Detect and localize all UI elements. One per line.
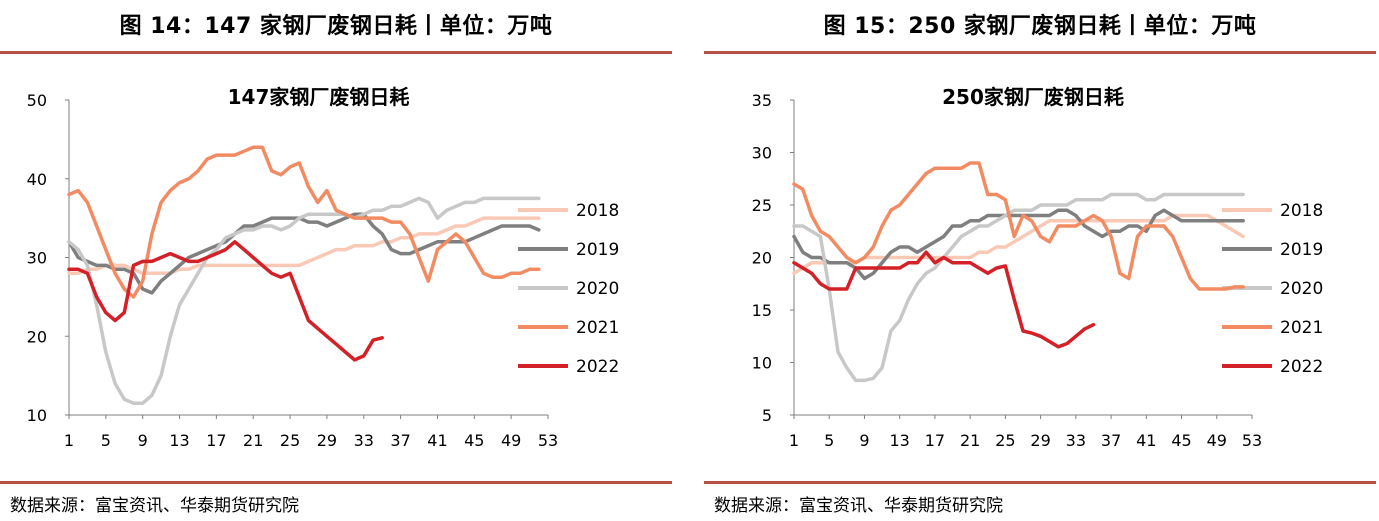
series-line-2022	[792, 250, 1096, 349]
x-tick-label: 25	[995, 431, 1015, 450]
x-tick-label: 41	[427, 431, 447, 450]
y-tick-label: 10	[752, 354, 772, 373]
top-rule	[704, 51, 1376, 54]
legend-label-2019: 2019	[576, 240, 619, 260]
x-tick-label: 9	[859, 431, 869, 450]
y-tick-label: 10	[27, 406, 47, 425]
y-tick-label: 40	[27, 170, 47, 189]
x-tick-label: 13	[890, 431, 910, 450]
series-line-2018	[67, 216, 541, 276]
y-tick-label: 30	[752, 144, 772, 163]
bottom-rule	[704, 481, 1376, 484]
legend-label-2020: 2020	[1280, 279, 1323, 299]
legend-label-2020: 2020	[576, 279, 619, 299]
x-tick-label: 5	[101, 431, 111, 450]
x-tick-label: 21	[243, 431, 263, 450]
series-line-2020	[67, 196, 541, 405]
x-tick-label: 45	[1171, 431, 1191, 450]
x-tick-label: 49	[1207, 431, 1227, 450]
x-tick-label: 33	[1066, 431, 1086, 450]
x-tick-label: 41	[1136, 431, 1156, 450]
x-tick-label: 33	[354, 431, 374, 450]
chart-title: 250家钢厂废钢日耗	[942, 85, 1124, 109]
y-tick-label: 25	[752, 196, 772, 215]
x-tick-label: 17	[206, 431, 226, 450]
top-rule	[0, 51, 672, 54]
chart-panel-250: 图 15：250 家钢厂废钢日耗丨单位：万吨 250家钢厂废钢日耗 5 10 15 20…	[704, 0, 1376, 521]
chart-panel-147: 图 14：147 家钢厂废钢日耗丨单位：万吨 147家钢厂废钢日耗 10 20 30 4…	[0, 0, 672, 521]
x-tick-label: 13	[169, 431, 189, 450]
figure-title: 图 14：147 家钢厂废钢日耗丨单位：万吨	[119, 14, 553, 39]
x-tick-label: 1	[64, 431, 74, 450]
series-line-2019	[67, 212, 541, 295]
source-note: 数据来源：富宝资讯、华泰期货研究院	[10, 496, 299, 516]
series-line-2022	[67, 240, 384, 362]
y-tick-label: 5	[762, 406, 772, 425]
legend-label-2018: 2018	[1280, 201, 1323, 221]
series-line-2021	[792, 161, 1245, 291]
bottom-rule	[0, 481, 672, 484]
legend-label-2022: 2022	[576, 357, 619, 377]
x-tick-label: 49	[501, 431, 521, 450]
x-tick-label: 9	[138, 431, 148, 450]
y-tick-label: 20	[27, 327, 47, 346]
y-tick-label: 35	[752, 91, 772, 110]
legend-label-2022: 2022	[1280, 357, 1323, 377]
series-line-2019	[792, 208, 1245, 281]
x-tick-label: 45	[464, 431, 484, 450]
x-tick-label: 29	[1030, 431, 1050, 450]
x-tick-label: 21	[960, 431, 980, 450]
x-tick-label: 29	[317, 431, 337, 450]
y-tick-label: 30	[27, 249, 47, 268]
x-tick-label: 53	[1242, 431, 1262, 450]
x-tick-label: 5	[824, 431, 834, 450]
x-tick-label: 1	[789, 431, 799, 450]
x-tick-label: 37	[1101, 431, 1121, 450]
legend-label-2018: 2018	[576, 201, 619, 221]
y-tick-label: 15	[752, 301, 772, 320]
x-tick-label: 53	[538, 431, 558, 450]
source-note: 数据来源：富宝资讯、华泰期货研究院	[714, 496, 1003, 516]
legend-label-2021: 2021	[576, 318, 619, 338]
line-chart-147: 147家钢厂废钢日耗 10 20 30 40 50 1 5 9 13 17 21 25 29 33 37 41 4…	[27, 85, 620, 450]
series-line-2021	[67, 145, 541, 299]
legend-label-2021: 2021	[1280, 318, 1323, 338]
series-line-2018	[792, 213, 1245, 276]
legend-label-2019: 2019	[1280, 240, 1323, 260]
series-line-2020	[792, 192, 1245, 383]
figure-title: 图 15：250 家钢厂废钢日耗丨单位：万吨	[823, 14, 1257, 39]
x-tick-label: 25	[280, 431, 300, 450]
y-tick-label: 50	[27, 91, 47, 110]
x-tick-label: 37	[390, 431, 410, 450]
x-tick-label: 17	[925, 431, 945, 450]
y-tick-label: 20	[752, 249, 772, 268]
chart-title: 147家钢厂废钢日耗	[228, 85, 410, 109]
